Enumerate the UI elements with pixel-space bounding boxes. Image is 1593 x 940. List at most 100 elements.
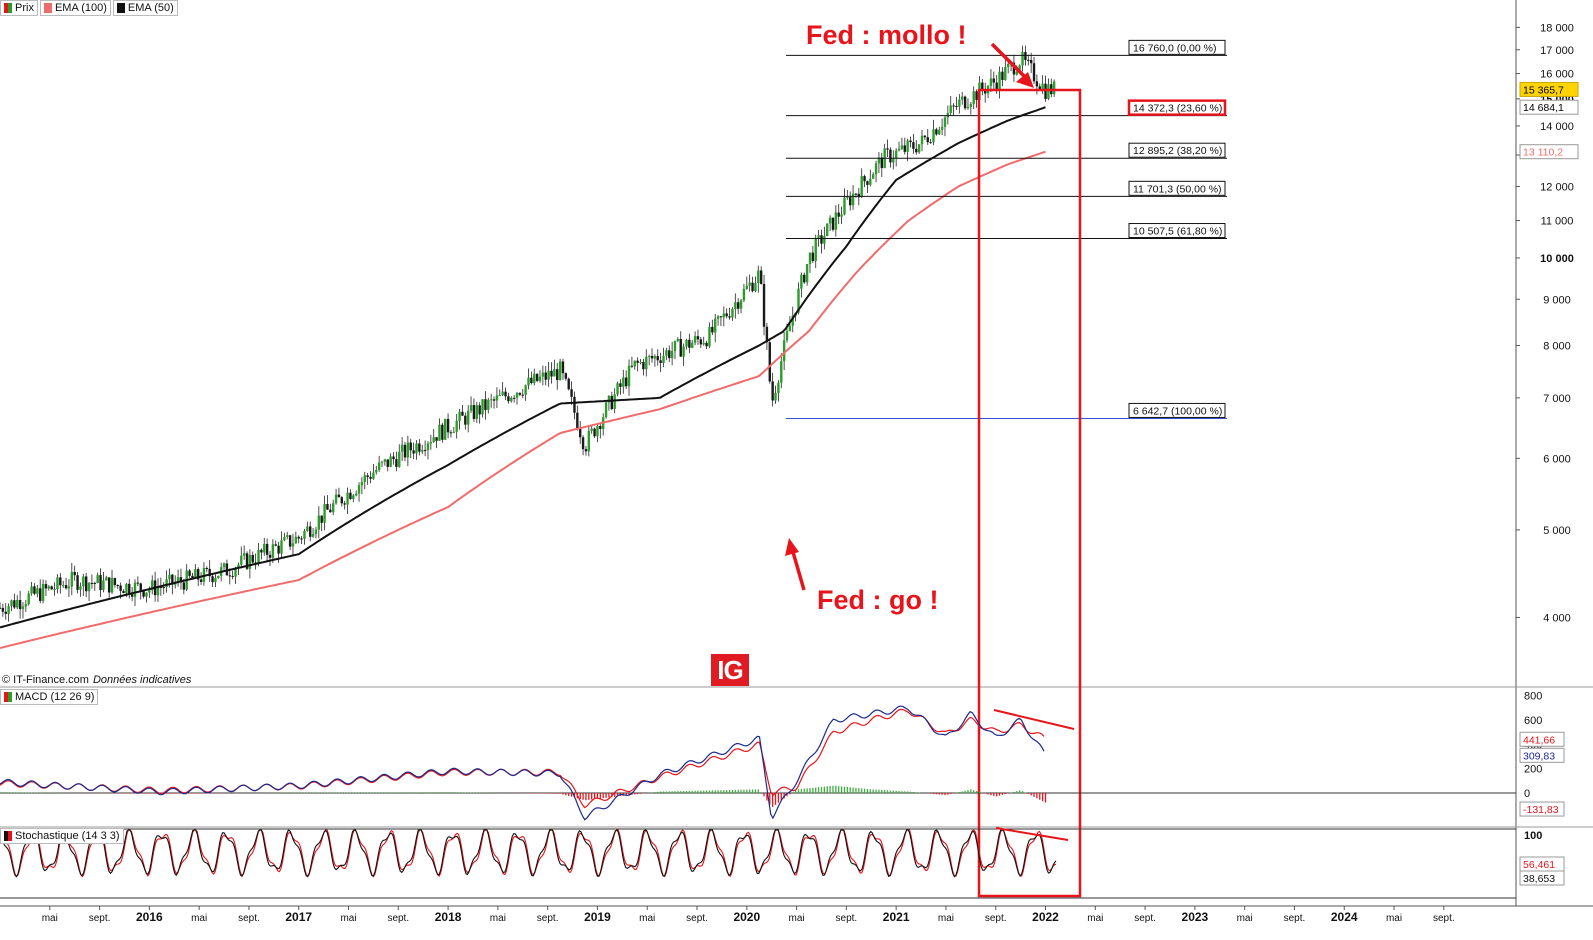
candle-body <box>274 544 277 546</box>
candle-body <box>130 594 134 597</box>
x-tick-label: mai <box>1087 913 1103 924</box>
candle-body <box>826 223 829 236</box>
candle-body <box>938 129 941 135</box>
candle-body <box>538 376 542 381</box>
candle-body <box>541 372 545 377</box>
legend-label: EMA (100) <box>54 2 107 14</box>
legend-item-stoch[interactable]: Stochastique (14 3 3) <box>0 828 124 844</box>
candle-body <box>380 461 384 463</box>
candle-body <box>633 360 636 367</box>
candle-body <box>533 373 536 384</box>
x-tick-label: mai <box>191 913 207 924</box>
candle-body <box>389 456 392 467</box>
candle-body <box>268 554 272 558</box>
candle-body <box>300 538 303 540</box>
candle-body <box>116 584 119 586</box>
candle-body <box>337 494 341 498</box>
candle-body <box>133 582 137 597</box>
candle-body <box>754 283 757 292</box>
macd-swatch-icon <box>4 692 12 702</box>
candle-body <box>469 405 473 411</box>
candle-body <box>67 586 71 589</box>
annotation-bottom: Fed : go ! <box>817 585 939 615</box>
legend-item-macd[interactable]: MACD (12 26 9) <box>0 689 99 705</box>
candle-body <box>647 355 651 357</box>
candle-body <box>834 212 838 230</box>
candle-body <box>271 544 275 558</box>
candle-body <box>725 313 728 317</box>
candle-body <box>481 399 484 415</box>
candle-body <box>736 302 740 309</box>
candle-body <box>383 459 387 462</box>
candle-body <box>171 574 174 585</box>
candle-body <box>739 300 743 309</box>
candle-body <box>966 106 970 109</box>
candle-body <box>151 580 154 591</box>
candle-body <box>527 377 530 386</box>
x-tick-label: mai <box>490 913 506 924</box>
candle-body <box>363 475 366 482</box>
legend-label: Prix <box>15 2 34 14</box>
candle-body <box>39 588 42 601</box>
macd-tick-label: 600 <box>1524 715 1542 727</box>
candle-body <box>1012 62 1016 75</box>
candle-body <box>716 316 720 319</box>
x-tick-label: sept. <box>836 913 858 924</box>
x-tick-label: sept. <box>89 913 111 924</box>
legend-item-ema50[interactable]: EMA (50) <box>112 0 178 16</box>
y-tick-label: 10 000 <box>1540 253 1574 265</box>
candle-body <box>475 405 479 420</box>
candle-body <box>99 575 102 590</box>
candle-body <box>831 217 835 230</box>
candle-body <box>963 96 967 109</box>
candle-body <box>820 235 823 244</box>
candle-body <box>179 577 183 583</box>
candle-body <box>691 342 694 348</box>
candle-body <box>880 157 883 169</box>
candle-body <box>317 515 321 530</box>
candle-body <box>36 588 39 594</box>
candle-body <box>291 543 295 547</box>
candle-body <box>59 577 62 586</box>
candle-body <box>1004 67 1007 80</box>
candle-body <box>122 590 125 594</box>
y-tick-label: 6 000 <box>1543 453 1571 465</box>
candle-body <box>518 392 522 395</box>
candle-body <box>1006 64 1010 68</box>
candle-body <box>587 430 591 452</box>
candle-body <box>56 577 59 590</box>
candle-body <box>920 135 924 145</box>
candle-body <box>438 424 441 441</box>
candle-body <box>360 481 364 486</box>
x-tick-label: mai <box>42 913 58 924</box>
candle-body <box>277 545 280 554</box>
legend-item-prix[interactable]: Prix <box>0 0 38 16</box>
candle-body <box>871 174 875 179</box>
fib-level-label: 11 701,3 (50,00 %) <box>1133 183 1222 195</box>
candle-body <box>581 437 585 450</box>
candle-body <box>286 535 289 537</box>
legend-item-ema100[interactable]: EMA (100) <box>39 0 111 16</box>
candle-body <box>742 288 746 301</box>
candle-body <box>1001 71 1004 80</box>
candle-body <box>418 443 421 452</box>
candle-body <box>50 586 53 590</box>
candle-body <box>797 288 800 313</box>
candle-body <box>21 606 25 610</box>
candle-body <box>774 392 777 401</box>
macd-last-box <box>1519 731 1565 747</box>
candle-body <box>915 148 918 153</box>
candle-body <box>412 450 415 454</box>
candle-body <box>613 394 616 410</box>
candle-body <box>734 302 737 310</box>
stoch-swatch-icon <box>4 831 12 841</box>
candle-body <box>84 576 88 592</box>
candle-body <box>326 504 329 510</box>
candle-body <box>489 399 493 401</box>
candle-body <box>234 568 237 577</box>
candle-body <box>949 105 952 114</box>
candle-body <box>731 309 734 318</box>
candle-body <box>458 411 461 421</box>
candle-body <box>211 576 214 583</box>
candle-body <box>874 163 878 175</box>
